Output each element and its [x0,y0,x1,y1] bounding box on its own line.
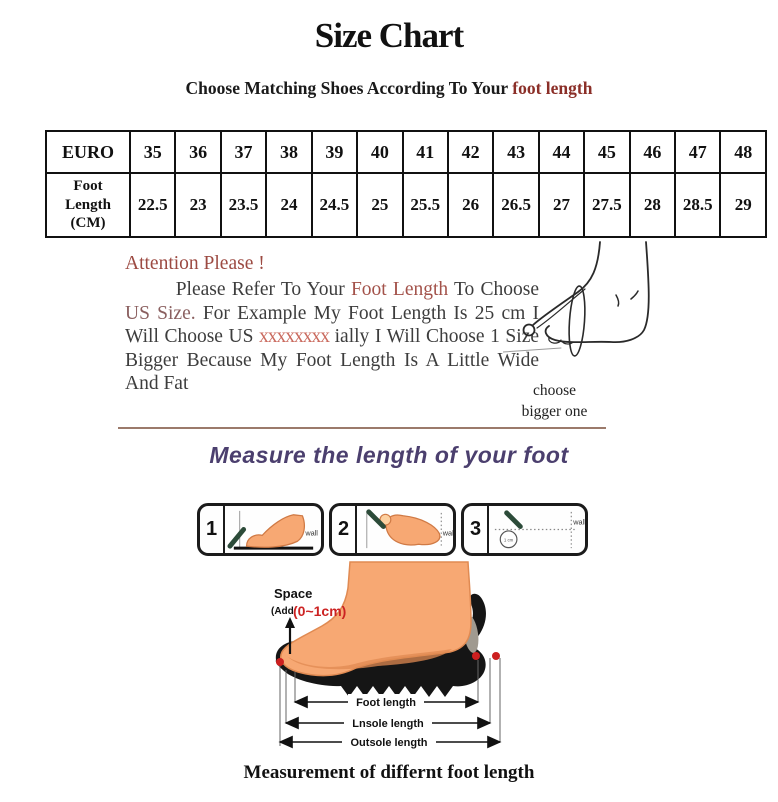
step-number: 3 [464,506,489,553]
bottom-caption: Measurement of differnt foot length [243,762,535,783]
footlength-value: 29 [719,172,767,238]
footlength-header: Foot Length (CM) [45,172,131,238]
attention-text: For Example My Foot Length Is 25 cm I Wi… [125,302,539,348]
footlength-value: 23 [174,172,222,238]
toe-marker-dot [276,658,284,666]
euro-size: 47 [674,130,722,174]
choose-note-line1: choose [532,382,577,399]
up-arrowhead [285,617,295,628]
footlength-value: 25.5 [401,172,449,238]
euro-size: 36 [174,130,222,174]
subtitle: Choose Matching Shoes According To Your … [0,78,778,99]
footlength-value: 27.5 [583,172,631,238]
foot-shape [280,561,472,677]
euro-size: 39 [310,130,359,174]
size-table: EURO 35 36 37 38 39 40 41 42 43 44 45 46… [45,130,767,238]
footlength-value: 28 [628,172,677,238]
euro-size: 41 [401,130,449,174]
choose-bigger-note: choose bigger one [492,381,617,423]
space-range-label: (0~1cm) [293,603,346,619]
circle-note: 1 cm [504,537,514,542]
step-3-drawing: 1 cm wall [489,506,585,553]
attention-paragraph: Please Refer To Your Foot Length To Choo… [125,278,539,395]
foot-length-label: Foot length [356,697,416,709]
page-title: Size Chart [314,16,464,55]
footlength-value: 28.5 [674,172,722,238]
attention-note: Attention Please ! Please Refer To Your … [125,252,539,395]
measure-heading: Measure the length of your foot [209,442,569,468]
measurement-steps: 1 wall 2 wall [197,503,588,556]
step-panel-2: 2 wall [329,503,456,556]
outsole-marker-dot [492,652,500,660]
euro-size: 35 [128,130,177,174]
footlength-value: 25 [356,172,404,238]
euro-size: 43 [492,130,540,174]
euro-size: 48 [719,130,767,174]
heel-marker-dot [472,652,480,660]
attention-text: To Choose [448,279,540,301]
foot-sketch-illustration [503,241,650,357]
table-row-footlength: Foot Length (CM) 22.5 23 23.5 24 24.5 25… [45,172,767,238]
step-3-illustration: 1 cm wall [494,510,585,549]
wall-label: wall [572,518,585,527]
attention-text: Please Refer To Your [175,279,351,301]
footlength-value: 24.5 [310,172,359,238]
space-label: Space [274,586,312,601]
subtitle-highlight: foot length [512,78,593,98]
step-number: 1 [200,506,225,553]
foot-shading [288,649,452,670]
attention-text: ially I Will Choose 1 Size Bigger Becaus… [125,326,540,394]
footlength-value: 26.5 [492,172,540,238]
attention-heading: Attention Please ! [125,253,265,274]
euro-size: 40 [356,130,404,174]
footlength-value: 27 [537,172,586,238]
euro-size: 44 [537,130,586,174]
footlength-value: 24 [265,172,313,238]
attention-footlength: Foot Length [350,279,449,301]
step-number: 2 [332,506,357,553]
step-2-illustration: wall [366,509,453,549]
wall-label: wall [304,528,318,537]
foot-length-diagram: Space (Add (0~1cm) Foot length Lnsole le… [271,561,502,749]
footlength-value: 23.5 [219,172,268,238]
insole-length-label: Lnsole length [352,718,424,730]
footlength-value: 26 [446,172,495,238]
euro-size: 46 [628,130,677,174]
euro-size: 37 [219,130,268,174]
attention-redacted: xxxxxxxx [259,326,330,348]
section-divider [118,427,606,429]
table-row-euro: EURO 35 36 37 38 39 40 41 42 43 44 45 46… [45,130,767,174]
euro-size: 38 [265,130,313,174]
subtitle-text: Choose Matching Shoes According To Your [185,78,513,98]
step-panel-3: 3 1 cm wall [461,503,588,556]
step-2-drawing: wall [357,506,453,553]
step-1-illustration: wall [227,510,318,550]
euro-header: EURO [45,130,131,174]
euro-size: 42 [446,130,495,174]
euro-size: 45 [583,130,631,174]
step-1-drawing: wall [225,506,321,553]
step-panel-1: 1 wall [197,503,324,556]
attention-ussize: US Size. [125,302,196,324]
footlength-value: 22.5 [128,172,177,238]
choose-note-line2: bigger one [521,402,588,420]
outsole-length-label: Outsole length [351,737,428,749]
space-add-label: (Add [271,606,294,617]
wall-label: wall [442,528,453,537]
